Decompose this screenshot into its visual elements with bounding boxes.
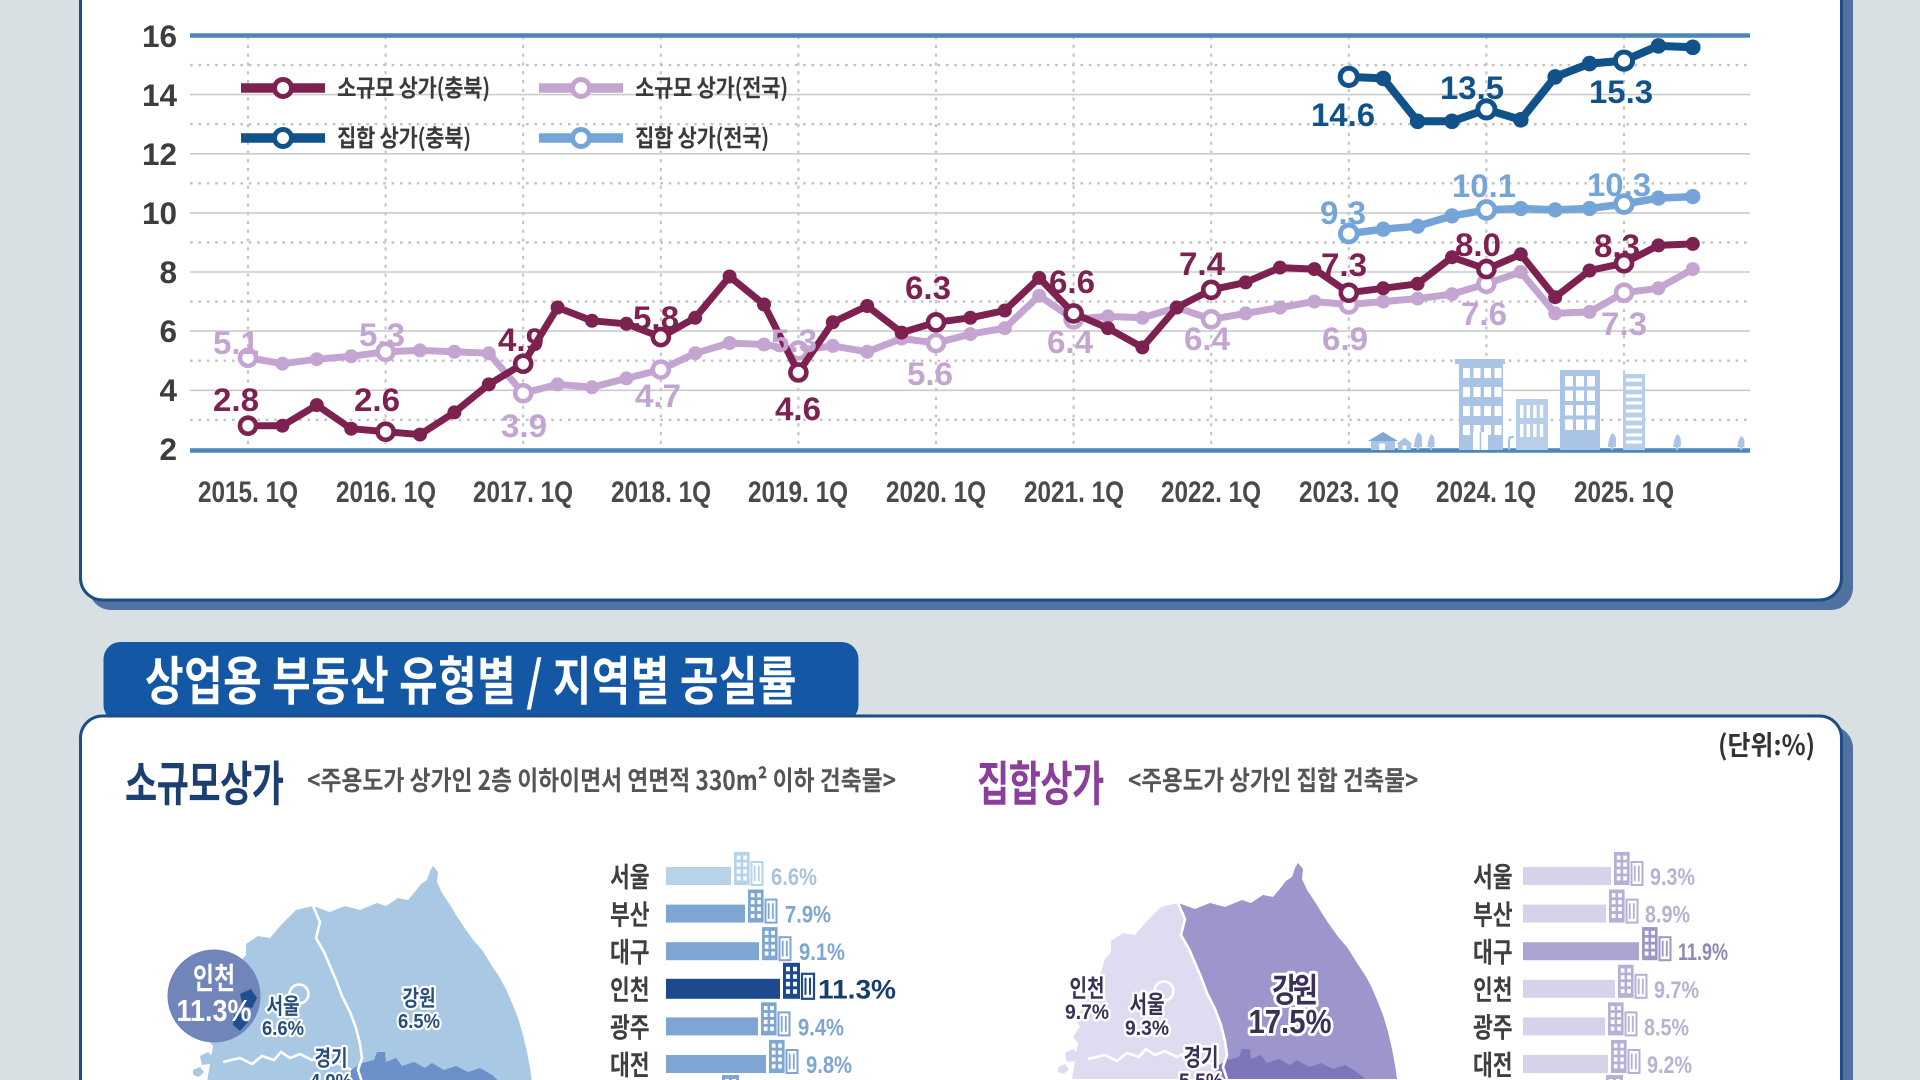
svg-text:9.3%: 9.3% <box>1650 864 1695 891</box>
svg-text:4: 4 <box>159 372 177 408</box>
svg-text:6.6%: 6.6% <box>771 864 817 891</box>
svg-text:9.2%: 9.2% <box>1647 1052 1692 1079</box>
svg-text:17.5%: 17.5% <box>1249 1003 1332 1040</box>
svg-text:2023. 1Q: 2023. 1Q <box>1299 476 1399 509</box>
svg-text:8: 8 <box>159 254 177 290</box>
svg-text:4.7: 4.7 <box>635 378 681 414</box>
svg-text:11.3%: 11.3% <box>177 993 252 1028</box>
svg-text:8.9%: 8.9% <box>1645 902 1690 929</box>
svg-text:6: 6 <box>159 313 177 349</box>
svg-text:5.3: 5.3 <box>359 317 405 353</box>
svg-text:9.3: 9.3 <box>1320 195 1366 231</box>
svg-text:2016. 1Q: 2016. 1Q <box>336 476 436 509</box>
svg-text:2.8: 2.8 <box>213 382 259 418</box>
svg-text:2019. 1Q: 2019. 1Q <box>748 476 848 509</box>
svg-text:2018. 1Q: 2018. 1Q <box>611 476 711 509</box>
svg-text:13.5: 13.5 <box>1440 70 1504 106</box>
svg-text:6.3: 6.3 <box>905 270 951 306</box>
svg-text:6.6: 6.6 <box>1049 264 1095 300</box>
svg-text:6.5%: 6.5% <box>398 1011 440 1033</box>
svg-text:5.6: 5.6 <box>907 356 953 392</box>
svg-text:2017. 1Q: 2017. 1Q <box>473 476 573 509</box>
svg-text:6.9: 6.9 <box>1322 321 1368 357</box>
svg-text:8.5%: 8.5% <box>1644 1014 1689 1041</box>
svg-text:2025. 1Q: 2025. 1Q <box>1574 476 1674 509</box>
svg-text:5.1: 5.1 <box>213 325 259 361</box>
svg-text:7.4: 7.4 <box>1179 246 1225 282</box>
svg-text:5.5%: 5.5% <box>1179 1070 1223 1080</box>
svg-text:7.9%: 7.9% <box>785 902 831 929</box>
svg-text:9.7%: 9.7% <box>1654 977 1699 1004</box>
svg-text:8.0: 8.0 <box>1455 227 1501 263</box>
svg-text:4.6: 4.6 <box>775 391 821 427</box>
svg-text:11.3%: 11.3% <box>818 974 896 1004</box>
svg-text:2022. 1Q: 2022. 1Q <box>1161 476 1261 509</box>
svg-text:2015. 1Q: 2015. 1Q <box>198 476 298 509</box>
svg-text:2020. 1Q: 2020. 1Q <box>886 476 986 509</box>
svg-text:12: 12 <box>142 136 177 172</box>
svg-text:9.3%: 9.3% <box>1125 1017 1169 1040</box>
svg-text:6.4: 6.4 <box>1184 321 1230 357</box>
svg-text:2: 2 <box>159 431 177 467</box>
svg-text:6.4: 6.4 <box>1047 324 1093 360</box>
svg-text:9.7%: 9.7% <box>1065 1001 1109 1024</box>
svg-text:14.6: 14.6 <box>1311 97 1375 133</box>
svg-text:10.3: 10.3 <box>1587 167 1651 203</box>
svg-text:2021. 1Q: 2021. 1Q <box>1024 476 1124 509</box>
svg-text:4.9%: 4.9% <box>310 1071 352 1080</box>
svg-text:14: 14 <box>142 77 178 113</box>
svg-text:8.3: 8.3 <box>1594 228 1640 264</box>
svg-text:2.6: 2.6 <box>354 382 400 418</box>
svg-text:9.4%: 9.4% <box>798 1014 844 1041</box>
svg-text:16: 16 <box>142 18 177 54</box>
svg-text:5.3: 5.3 <box>771 323 817 359</box>
svg-text:7.3: 7.3 <box>1601 306 1647 342</box>
svg-text:9.1%: 9.1% <box>799 939 845 966</box>
svg-text:3.9: 3.9 <box>501 408 547 444</box>
svg-text:5.8: 5.8 <box>633 300 679 336</box>
svg-text:4.9: 4.9 <box>498 322 544 358</box>
svg-text:7.3: 7.3 <box>1321 247 1367 283</box>
svg-text:15.3: 15.3 <box>1589 74 1653 110</box>
svg-text:10.1: 10.1 <box>1452 168 1516 204</box>
svg-text:10: 10 <box>142 195 177 231</box>
svg-text:2024. 1Q: 2024. 1Q <box>1436 476 1536 509</box>
svg-text:9.8%: 9.8% <box>806 1052 852 1079</box>
svg-text:6.6%: 6.6% <box>262 1018 304 1040</box>
svg-text:7.6: 7.6 <box>1461 296 1507 332</box>
svg-text:11.9%: 11.9% <box>1678 939 1728 966</box>
